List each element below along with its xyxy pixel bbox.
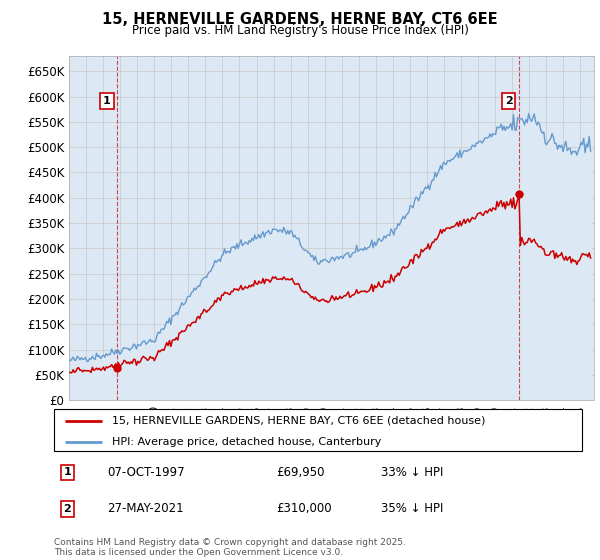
Text: 27-MAY-2021: 27-MAY-2021 bbox=[107, 502, 184, 515]
Text: £310,000: £310,000 bbox=[276, 502, 331, 515]
Text: Price paid vs. HM Land Registry's House Price Index (HPI): Price paid vs. HM Land Registry's House … bbox=[131, 24, 469, 36]
Text: HPI: Average price, detached house, Canterbury: HPI: Average price, detached house, Cant… bbox=[112, 437, 382, 446]
Text: 1: 1 bbox=[103, 96, 111, 106]
Text: £69,950: £69,950 bbox=[276, 466, 324, 479]
Text: 2: 2 bbox=[64, 504, 71, 514]
Text: 33% ↓ HPI: 33% ↓ HPI bbox=[382, 466, 444, 479]
Text: 35% ↓ HPI: 35% ↓ HPI bbox=[382, 502, 444, 515]
Text: 15, HERNEVILLE GARDENS, HERNE BAY, CT6 6EE (detached house): 15, HERNEVILLE GARDENS, HERNE BAY, CT6 6… bbox=[112, 416, 485, 426]
Text: 2: 2 bbox=[505, 96, 512, 106]
Text: 15, HERNEVILLE GARDENS, HERNE BAY, CT6 6EE: 15, HERNEVILLE GARDENS, HERNE BAY, CT6 6… bbox=[102, 12, 498, 27]
Text: Contains HM Land Registry data © Crown copyright and database right 2025.
This d: Contains HM Land Registry data © Crown c… bbox=[54, 538, 406, 557]
FancyBboxPatch shape bbox=[54, 409, 582, 451]
Text: 07-OCT-1997: 07-OCT-1997 bbox=[107, 466, 184, 479]
Text: 1: 1 bbox=[64, 468, 71, 478]
